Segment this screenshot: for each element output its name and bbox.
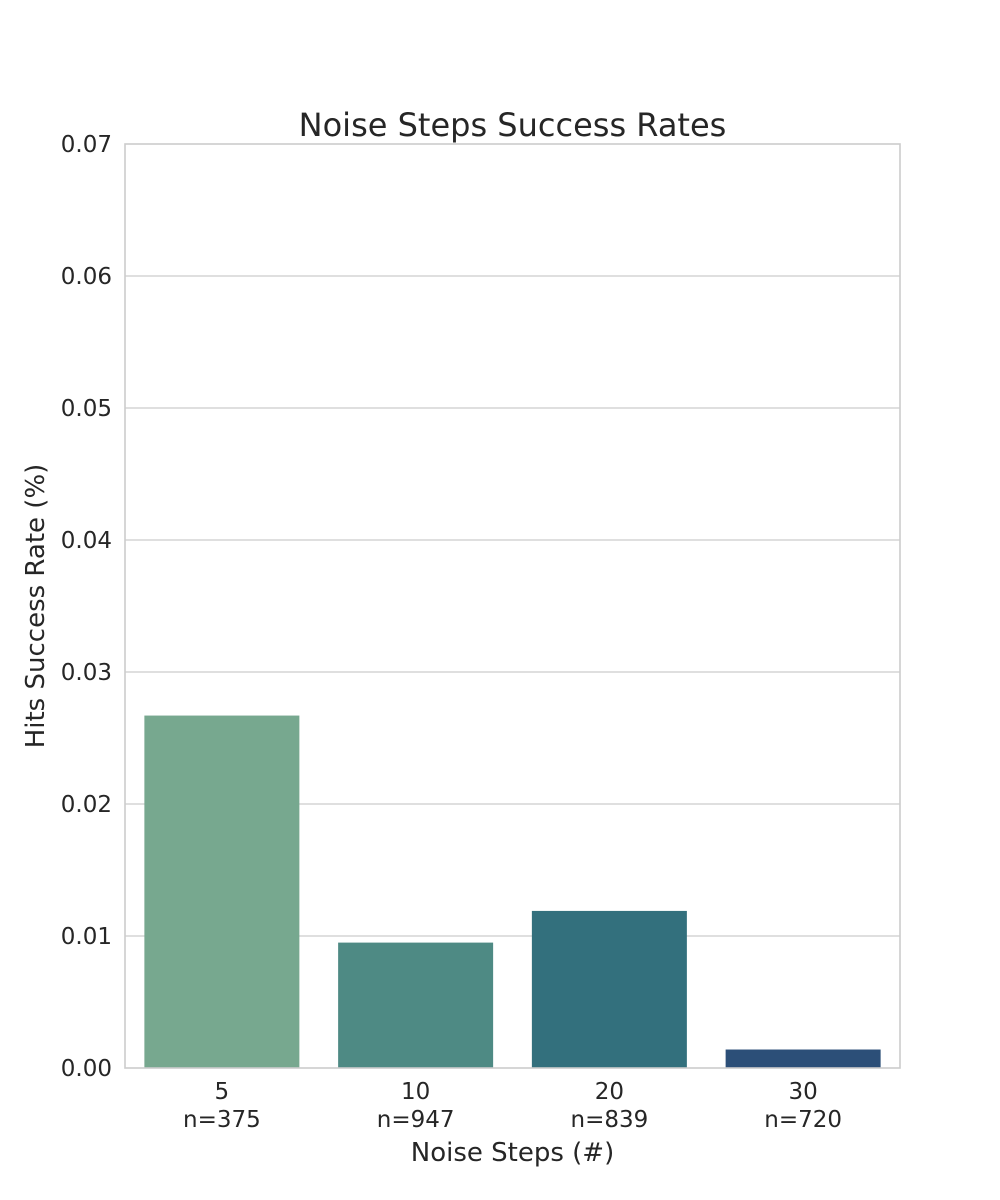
y-tick-label: 0.05 — [61, 396, 112, 422]
x-tick-label: 30 — [788, 1079, 817, 1105]
bars — [144, 715, 881, 1068]
x-tick-label: 5 — [215, 1079, 230, 1105]
x-axis-label: Noise Steps (#) — [411, 1138, 614, 1168]
y-axis-label: Hits Success Rate (%) — [21, 464, 51, 749]
x-sample-size-label: n=375 — [183, 1107, 261, 1133]
x-sample-size-label: n=947 — [377, 1107, 455, 1133]
x-sample-size-label: n=720 — [764, 1107, 842, 1133]
y-tick-label: 0.02 — [61, 792, 112, 818]
chart-title: Noise Steps Success Rates — [299, 106, 727, 144]
x-tick-labels: 5n=375 10n=947 20n=839 30n=720 — [183, 1079, 842, 1133]
x-sample-size-label: n=839 — [571, 1107, 649, 1133]
bar-5 — [144, 715, 300, 1068]
x-tick-label: 10 — [401, 1079, 430, 1105]
bar-30 — [725, 1049, 881, 1068]
plot-frame — [124, 143, 901, 1069]
y-tick-label: 0.01 — [61, 924, 112, 950]
y-tick-label: 0.07 — [61, 132, 112, 158]
bar-20 — [531, 910, 687, 1068]
x-tick-label: 20 — [595, 1079, 624, 1105]
y-tick-label: 0.06 — [61, 264, 112, 290]
y-tick-label: 0.00 — [61, 1056, 112, 1082]
bar-10 — [338, 942, 494, 1068]
y-tick-label: 0.04 — [61, 528, 112, 554]
y-tick-label: 0.03 — [61, 660, 112, 686]
y-tick-labels: 0.00 0.01 0.02 0.03 0.04 0.05 0.06 0.07 — [61, 132, 112, 1082]
